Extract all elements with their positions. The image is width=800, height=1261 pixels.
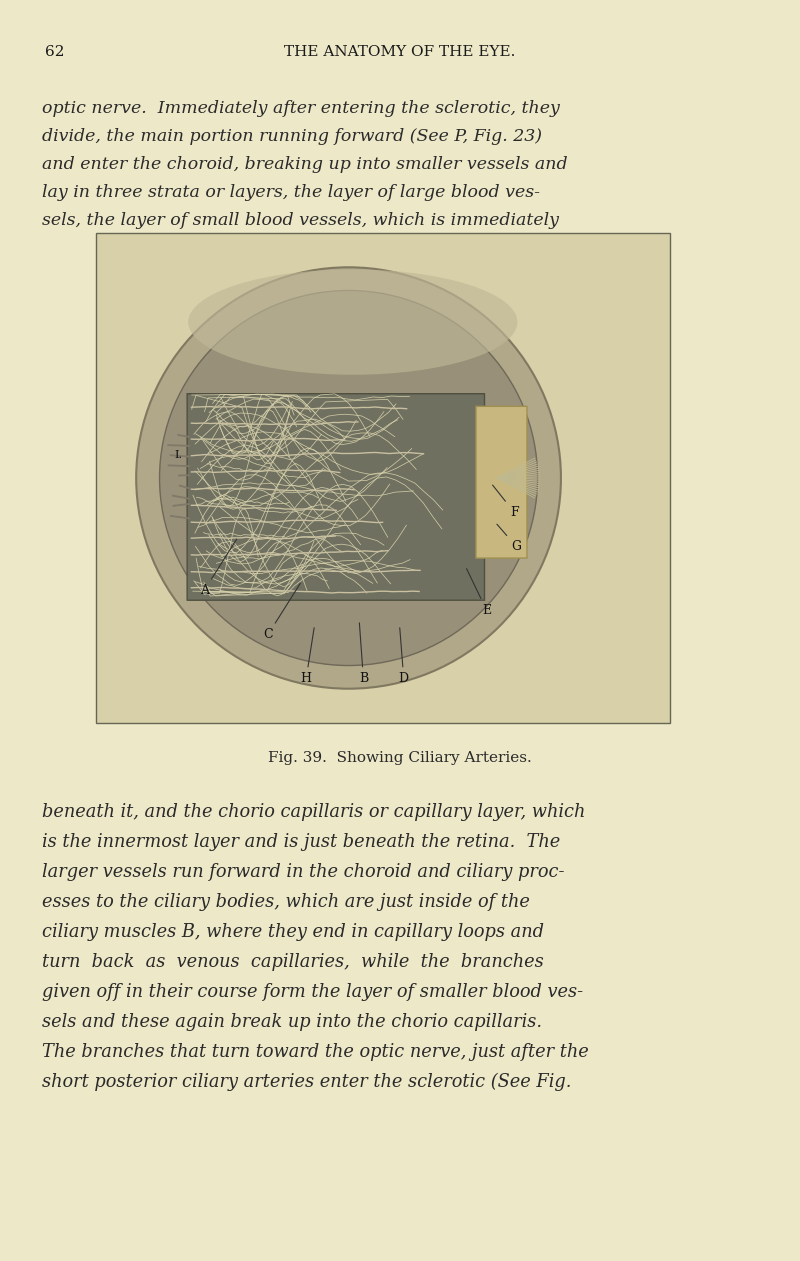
Text: sels, the layer of small blood vessels, which is immediately: sels, the layer of small blood vessels, … [42,212,559,230]
Text: B: B [359,623,368,686]
Text: lay in three strata or layers, the layer of large blood ves-: lay in three strata or layers, the layer… [42,184,540,200]
Text: I.: I. [174,450,182,460]
Text: turn  back  as  venous  capillaries,  while  the  branches: turn back as venous capillaries, while t… [42,953,544,971]
Text: THE ANATOMY OF THE EYE.: THE ANATOMY OF THE EYE. [284,45,516,59]
Text: 62: 62 [45,45,65,59]
Text: D: D [398,628,409,686]
Text: short posterior ciliary arteries enter the sclerotic (See Fig.: short posterior ciliary arteries enter t… [42,1073,571,1091]
Ellipse shape [159,290,538,666]
Text: E: E [466,569,491,617]
Text: G: G [497,525,522,554]
Text: A: A [200,540,237,598]
Text: beneath it, and the chorio capillaris or capillary layer, which: beneath it, and the chorio capillaris or… [42,803,586,821]
Text: given off in their course form the layer of smaller blood ves-: given off in their course form the layer… [42,984,583,1001]
Text: ciliary muscles B, where they end in capillary loops and: ciliary muscles B, where they end in cap… [42,923,544,941]
Text: H: H [301,628,314,686]
Text: C: C [263,584,300,642]
Ellipse shape [136,267,561,689]
Text: esses to the ciliary bodies, which are just inside of the: esses to the ciliary bodies, which are j… [42,893,530,910]
Text: larger vessels run forward in the choroid and ciliary proc-: larger vessels run forward in the choroi… [42,863,565,881]
Text: and enter the choroid, breaking up into smaller vessels and: and enter the choroid, breaking up into … [42,156,568,173]
Text: optic nerve.  Immediately after entering the sclerotic, they: optic nerve. Immediately after entering … [42,100,560,117]
FancyBboxPatch shape [476,406,527,559]
Text: The branches that turn toward the optic nerve, just after the: The branches that turn toward the optic … [42,1043,589,1061]
Ellipse shape [188,270,518,375]
Text: is the innermost layer and is just beneath the retina.  The: is the innermost layer and is just benea… [42,834,560,851]
Text: Fig. 39.  Showing Ciliary Arteries.: Fig. 39. Showing Ciliary Arteries. [268,752,532,765]
Bar [96,233,670,723]
Text: divide, the main portion running forward (See P, Fig. 23): divide, the main portion running forward… [42,129,542,145]
FancyBboxPatch shape [187,393,485,600]
Text: F: F [493,485,518,518]
Text: sels and these again break up into the chorio capillaris.: sels and these again break up into the c… [42,1013,542,1031]
